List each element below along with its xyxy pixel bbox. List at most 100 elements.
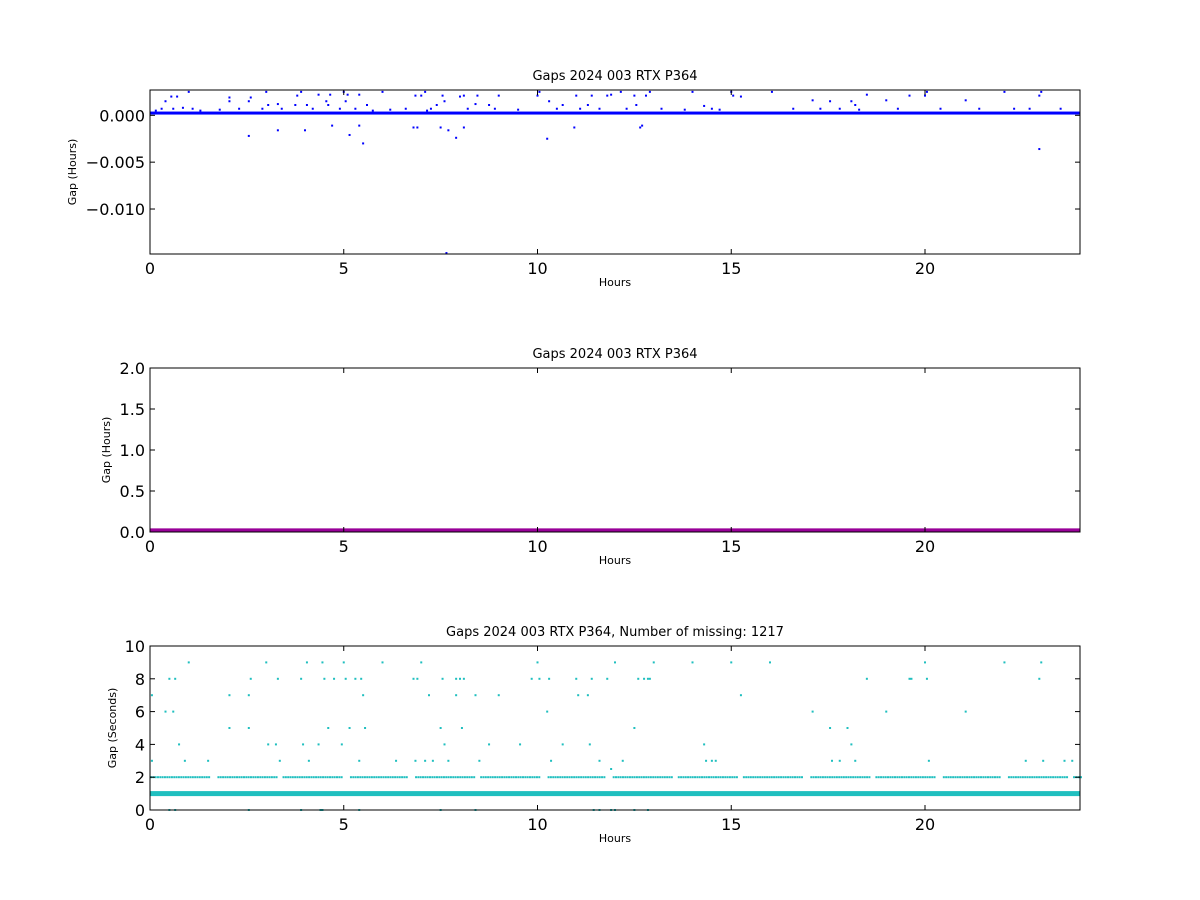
data-point: [821, 776, 824, 779]
data-point: [791, 776, 794, 779]
data-point: [573, 776, 576, 779]
data-point: [768, 776, 771, 779]
data-point: [811, 710, 814, 713]
data-point: [170, 95, 173, 98]
y-tick-label: 2.0: [120, 359, 145, 378]
data-point: [652, 661, 655, 664]
data-point: [488, 743, 491, 746]
data-point: [570, 776, 573, 779]
data-point: [362, 142, 365, 145]
data-point: [919, 776, 922, 779]
data-point: [635, 103, 638, 106]
data-point: [382, 776, 385, 779]
data-point: [267, 743, 270, 746]
data-point: [587, 776, 590, 779]
data-point: [201, 776, 204, 779]
x-tick-label: 20: [915, 815, 935, 834]
data-point: [373, 776, 376, 779]
y-tick-label: 1.0: [120, 441, 145, 460]
data-point: [268, 776, 271, 779]
x-tick-label: 0: [145, 815, 155, 834]
data-point: [684, 776, 687, 779]
data-point: [174, 677, 177, 680]
data-point: [908, 677, 911, 680]
data-point: [792, 107, 795, 110]
data-point: [247, 134, 250, 137]
data-point: [278, 759, 281, 762]
x-tick-label: 0: [145, 259, 155, 278]
data-point: [189, 776, 192, 779]
panel-3-ticks: 0 5 10 15 20 0 2 4 6 8 10: [125, 637, 1080, 834]
data-point: [682, 776, 685, 779]
data-point: [633, 727, 636, 729]
panel-2-ticks: 0 5 10 15 20 0.0 0.5 1.0 1.5 2.0: [120, 359, 1080, 556]
data-point: [884, 776, 887, 779]
data-point: [462, 94, 465, 97]
data-point: [717, 776, 720, 779]
panel-3-title: Gaps 2024 003 RTX P364, Number of missin…: [446, 625, 784, 640]
data-point: [368, 776, 371, 779]
data-point: [819, 776, 822, 779]
data-point: [924, 776, 927, 779]
data-point: [773, 776, 776, 779]
data-point: [590, 677, 593, 680]
data-point: [154, 776, 157, 779]
data-point: [519, 743, 522, 746]
data-point: [164, 710, 167, 713]
data-point: [749, 776, 752, 779]
data-point: [677, 776, 680, 779]
data-point: [384, 776, 387, 779]
data-point: [218, 108, 221, 111]
x-tick-label: 20: [915, 259, 935, 278]
data-point: [703, 776, 706, 779]
data-point: [533, 776, 536, 779]
data-point: [445, 252, 448, 255]
data-point: [637, 677, 640, 680]
data-point: [363, 776, 366, 779]
data-point: [168, 776, 171, 779]
data-point: [639, 126, 642, 129]
data-point: [294, 103, 297, 106]
data-point: [877, 776, 880, 779]
data-point: [538, 776, 541, 779]
data-point: [835, 776, 838, 779]
data-point: [1066, 776, 1069, 779]
data-point: [480, 776, 483, 779]
data-point: [228, 100, 231, 103]
data-point: [391, 776, 394, 779]
data-point: [175, 776, 178, 779]
data-point: [759, 776, 762, 779]
data-point: [1080, 776, 1082, 779]
data-point: [338, 776, 341, 779]
data-point: [254, 776, 257, 779]
data-point: [422, 776, 425, 779]
data-point: [183, 759, 186, 762]
data-point: [660, 107, 663, 110]
data-point: [443, 100, 446, 103]
data-point: [346, 93, 349, 96]
data-point: [284, 776, 287, 779]
data-point: [769, 661, 771, 664]
data-point: [203, 776, 206, 779]
data-point: [621, 776, 624, 779]
panel-2-title: Gaps 2024 003 RTX P364: [532, 347, 697, 362]
data-point: [439, 126, 442, 129]
data-point: [275, 776, 278, 779]
data-point: [798, 776, 801, 779]
data-point: [198, 776, 201, 779]
data-point: [966, 776, 969, 779]
data-point: [817, 776, 820, 779]
data-point: [274, 743, 277, 746]
data-point: [182, 776, 185, 779]
data-point: [178, 743, 181, 746]
data-point: [344, 100, 347, 103]
data-point: [403, 776, 406, 779]
data-point: [462, 677, 465, 680]
data-point: [831, 776, 834, 779]
data-point: [648, 677, 651, 680]
data-point: [333, 776, 336, 779]
data-point: [801, 776, 803, 779]
data-point: [454, 776, 457, 779]
data-point: [296, 776, 299, 779]
data-point: [319, 776, 322, 779]
